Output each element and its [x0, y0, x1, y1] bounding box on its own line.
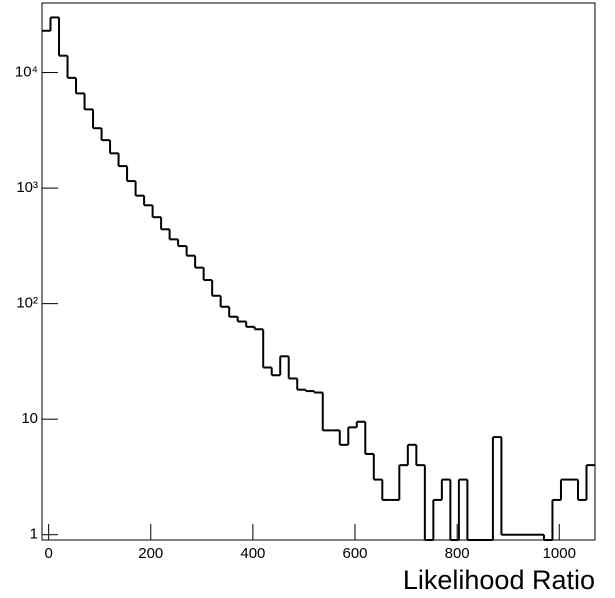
y-tick-label: 10 — [21, 410, 38, 427]
x-tick-label: 200 — [138, 545, 163, 562]
x-tick-label: 800 — [445, 545, 470, 562]
x-tick-label: 600 — [342, 545, 367, 562]
y-tick-label: 10³ — [16, 179, 38, 196]
x-axis-title: Likelihood Ratio — [403, 565, 595, 595]
x-tick-label: 400 — [240, 545, 265, 562]
x-tick-label: 1000 — [543, 545, 576, 562]
y-tick-label: 10² — [16, 295, 38, 312]
y-tick-label: 10⁴ — [15, 64, 38, 81]
plot-frame — [41, 2, 596, 541]
y-tick-label: 1 — [30, 526, 38, 543]
x-tick-label: 0 — [44, 545, 52, 562]
